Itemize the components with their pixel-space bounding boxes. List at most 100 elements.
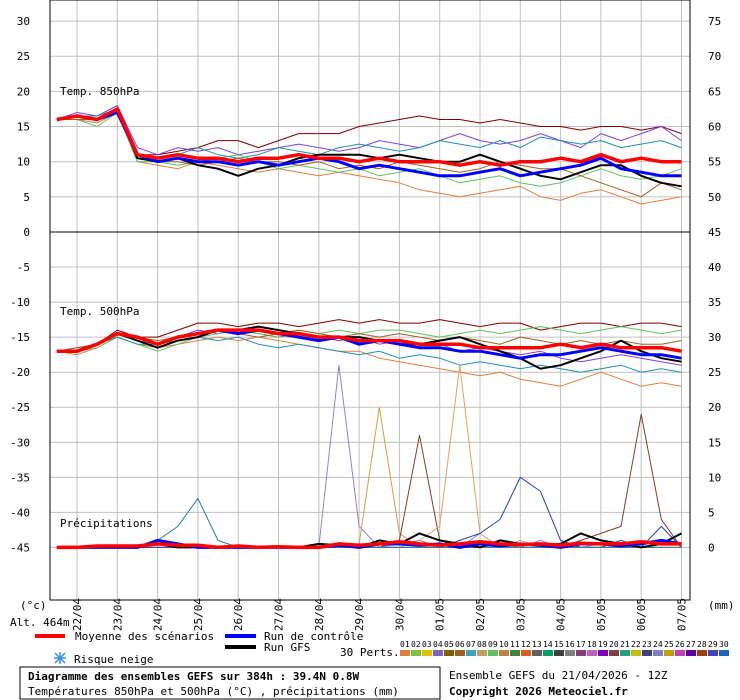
y-tick-label: 15: [17, 121, 30, 134]
y2-tick-label: 65: [708, 85, 721, 98]
x-tick-label: 07/05: [676, 598, 689, 631]
x-tick-label: 27/04: [273, 598, 286, 631]
x-tick-label: 06/05: [635, 598, 648, 631]
panel-title: Temp. 500hPa: [60, 305, 139, 318]
pert-code: 16: [565, 640, 575, 649]
pert-code: 06: [455, 640, 465, 649]
y-tick-label: -25: [10, 401, 30, 414]
panel-title: Précipitations: [60, 517, 153, 530]
x-tick-label: 02/05: [474, 598, 487, 631]
y2-tick-label: 0: [708, 541, 715, 554]
pert-code: 08: [477, 640, 487, 649]
y2-tick-label: 5: [708, 506, 715, 519]
pert-code: 01: [400, 640, 410, 649]
y2-tick-label: 30: [708, 331, 721, 344]
x-tick-label: 03/05: [514, 598, 527, 631]
y-tick-label: -30: [10, 436, 30, 449]
pert-code: 03: [422, 640, 432, 649]
pert-code: 02: [411, 640, 421, 649]
pert-code: 21: [620, 640, 630, 649]
pert-swatch: [543, 650, 553, 656]
x-tick-label: 24/04: [152, 598, 165, 631]
pert-swatch: [466, 650, 476, 656]
panel-title: Temp. 850hPa: [60, 85, 139, 98]
pert-swatch: [510, 650, 520, 656]
pert-swatch: [433, 650, 443, 656]
perturbation-line: [56, 105, 682, 156]
control-line: [56, 111, 682, 178]
pert-code: 22: [631, 640, 641, 649]
y2-tick-label: 25: [708, 366, 721, 379]
pert-swatch: [675, 650, 685, 656]
y2-tick-label: 15: [708, 436, 721, 449]
y-tick-label: 0: [23, 226, 30, 239]
pert-swatch: [488, 650, 498, 656]
perturbation-line: [56, 326, 682, 352]
y2-tick-label: 50: [708, 191, 721, 204]
x-tick-label: 05/05: [595, 598, 608, 631]
x-tick-label: 28/04: [313, 598, 326, 631]
pert-code: 04: [433, 640, 443, 649]
legend-label: Run GFS: [264, 641, 310, 654]
y2-tick-label: 20: [708, 401, 721, 414]
pert-swatch: [499, 650, 509, 656]
x-tick-label: 23/04: [111, 598, 124, 631]
pert-code: 26: [675, 640, 685, 649]
x-tick-label: 01/05: [434, 598, 447, 631]
y2-tick-label: 45: [708, 226, 721, 239]
y-tick-label: -5: [17, 261, 30, 274]
pert-code: 07: [466, 640, 476, 649]
perts-label: 30 Perts.: [340, 646, 400, 659]
pert-code: 30: [719, 640, 729, 649]
x-tick-label: 26/04: [232, 598, 245, 631]
unit-left: (°c): [20, 599, 47, 612]
run-info: Ensemble GEFS du 21/04/2026 - 12Z: [449, 669, 668, 682]
y2-tick-label: 55: [708, 156, 721, 169]
y2-tick-label: 75: [708, 15, 721, 28]
pert-swatch: [620, 650, 630, 656]
y-tick-label: -45: [10, 541, 30, 554]
y-tick-label: -10: [10, 296, 30, 309]
pert-code: 17: [576, 640, 586, 649]
pert-swatch: [642, 650, 652, 656]
pert-swatch: [631, 650, 641, 656]
perturbation-line: [56, 319, 682, 352]
y-tick-label: 30: [17, 15, 30, 28]
y-tick-label: -15: [10, 331, 30, 344]
pert-swatch: [719, 650, 729, 656]
pert-code: 12: [521, 640, 531, 649]
pert-code: 24: [653, 640, 663, 649]
pert-swatch: [598, 650, 608, 656]
pert-swatch: [686, 650, 696, 656]
pert-code: 05: [444, 640, 454, 649]
plot-frame: [49, 0, 691, 601]
pert-code: 19: [598, 640, 608, 649]
x-tick-label: 25/04: [192, 598, 205, 631]
pert-swatch: [565, 650, 575, 656]
altitude: Alt. 464m: [10, 616, 70, 629]
x-tick-label: 29/04: [353, 598, 366, 631]
pert-code: 18: [587, 640, 597, 649]
x-tick-label: 04/05: [555, 598, 568, 631]
y-tick-label: -20: [10, 366, 30, 379]
pert-swatch: [521, 650, 531, 656]
pert-code: 14: [543, 640, 553, 649]
pert-swatch: [554, 650, 564, 656]
pert-code: 25: [664, 640, 674, 649]
y-tick-label: 25: [17, 50, 30, 63]
y-tick-label: -40: [10, 506, 30, 519]
pert-swatch: [609, 650, 619, 656]
footer-subtitle: Températures 850hPa et 500hPa (°C) , pré…: [28, 685, 399, 698]
y2-tick-label: 35: [708, 296, 721, 309]
pert-code: 23: [642, 640, 652, 649]
legend-label: Run de contrôle: [264, 630, 363, 643]
perturbation-line: [56, 108, 682, 156]
pert-code: 09: [488, 640, 498, 649]
pert-code: 10: [499, 640, 509, 649]
pert-code: 29: [708, 640, 718, 649]
y2-tick-label: 70: [708, 50, 721, 63]
pert-swatch: [708, 650, 718, 656]
pert-code: 15: [554, 640, 564, 649]
pert-swatch: [532, 650, 542, 656]
pert-swatch: [400, 650, 410, 656]
